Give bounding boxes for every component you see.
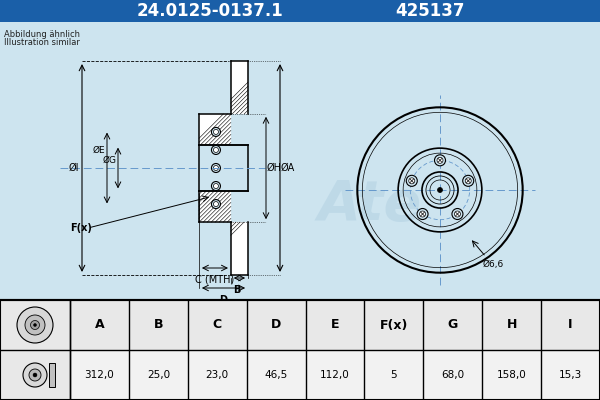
Bar bbox=[49, 363, 55, 387]
Bar bbox=[231, 61, 248, 114]
Bar bbox=[424, 300, 482, 350]
Text: 312,0: 312,0 bbox=[85, 370, 115, 380]
Circle shape bbox=[419, 211, 425, 217]
Circle shape bbox=[34, 324, 37, 326]
Bar bbox=[199, 145, 248, 191]
Circle shape bbox=[409, 178, 415, 184]
Bar bbox=[305, 300, 364, 350]
Text: 24.0125-0137.1: 24.0125-0137.1 bbox=[137, 2, 283, 20]
Circle shape bbox=[454, 211, 460, 217]
Text: Ø6,6: Ø6,6 bbox=[483, 260, 504, 269]
Circle shape bbox=[23, 363, 47, 387]
Circle shape bbox=[25, 315, 45, 335]
Text: H: H bbox=[506, 318, 517, 332]
Text: I: I bbox=[568, 318, 573, 332]
Bar bbox=[0, 300, 600, 400]
Circle shape bbox=[29, 369, 41, 381]
Text: 15,3: 15,3 bbox=[559, 370, 582, 380]
Circle shape bbox=[463, 175, 474, 186]
Circle shape bbox=[214, 184, 218, 188]
Text: 46,5: 46,5 bbox=[265, 370, 288, 380]
Text: A: A bbox=[95, 318, 104, 332]
Text: F(x): F(x) bbox=[380, 318, 408, 332]
Bar bbox=[188, 300, 247, 350]
Text: 5: 5 bbox=[391, 370, 397, 380]
Bar bbox=[129, 300, 188, 350]
Text: G: G bbox=[448, 318, 458, 332]
Text: D: D bbox=[271, 318, 281, 332]
Bar bbox=[541, 300, 600, 350]
Bar bbox=[70, 300, 129, 350]
Circle shape bbox=[214, 130, 218, 134]
Circle shape bbox=[211, 146, 220, 154]
Text: 112,0: 112,0 bbox=[320, 370, 350, 380]
Text: ØI: ØI bbox=[68, 163, 79, 173]
Bar bbox=[0, 0, 600, 22]
Circle shape bbox=[214, 148, 218, 152]
Bar bbox=[482, 300, 541, 350]
Text: ØH: ØH bbox=[267, 163, 282, 173]
Bar bbox=[0, 300, 600, 400]
Circle shape bbox=[452, 208, 463, 220]
Bar bbox=[199, 191, 231, 222]
Circle shape bbox=[465, 178, 471, 184]
Text: 158,0: 158,0 bbox=[497, 370, 527, 380]
Text: ØG: ØG bbox=[103, 156, 117, 164]
Text: 425137: 425137 bbox=[395, 2, 465, 20]
Text: C: C bbox=[212, 318, 222, 332]
Circle shape bbox=[17, 307, 53, 343]
Text: 25,0: 25,0 bbox=[147, 370, 170, 380]
Circle shape bbox=[31, 320, 40, 330]
Text: B: B bbox=[233, 285, 240, 295]
Text: B: B bbox=[154, 318, 163, 332]
Bar bbox=[0, 22, 600, 300]
Bar bbox=[247, 300, 305, 350]
Text: Abbildung ähnlich: Abbildung ähnlich bbox=[4, 30, 80, 39]
Circle shape bbox=[211, 128, 220, 136]
Text: D: D bbox=[220, 295, 227, 305]
Text: 68,0: 68,0 bbox=[441, 370, 464, 380]
Circle shape bbox=[211, 200, 220, 208]
Text: ØE: ØE bbox=[92, 146, 105, 154]
Bar bbox=[231, 222, 248, 275]
Text: ØA: ØA bbox=[281, 163, 295, 173]
Text: F(x): F(x) bbox=[70, 223, 92, 233]
Text: C (MTH): C (MTH) bbox=[196, 275, 235, 285]
Circle shape bbox=[417, 208, 428, 220]
Circle shape bbox=[214, 202, 218, 206]
Circle shape bbox=[434, 155, 445, 166]
Circle shape bbox=[211, 182, 220, 190]
Bar bbox=[199, 114, 231, 145]
Text: E: E bbox=[331, 318, 339, 332]
Bar bbox=[0, 300, 70, 400]
Text: 23,0: 23,0 bbox=[206, 370, 229, 380]
Circle shape bbox=[406, 175, 417, 186]
Circle shape bbox=[33, 373, 37, 377]
Circle shape bbox=[437, 157, 443, 163]
Circle shape bbox=[437, 188, 443, 192]
Text: Ate: Ate bbox=[318, 178, 422, 232]
Circle shape bbox=[211, 164, 220, 172]
Circle shape bbox=[214, 166, 218, 170]
Bar bbox=[364, 300, 424, 350]
Text: Illustration similar: Illustration similar bbox=[4, 38, 80, 47]
